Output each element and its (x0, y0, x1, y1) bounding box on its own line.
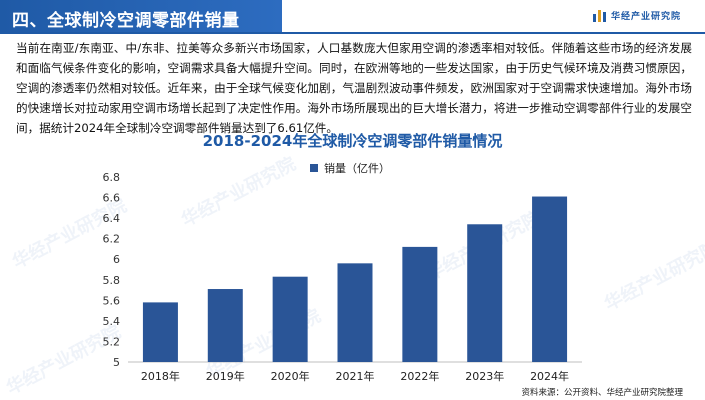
x-tick-label: 2020年 (271, 369, 310, 383)
page-title: 四、全球制冷空调零部件销量 (12, 11, 240, 31)
page-header: 四、全球制冷空调零部件销量 华经产业研究院 (0, 0, 705, 34)
chart-title: 2018-2024年全球制冷空调零部件销量情况 (202, 132, 503, 150)
body-paragraph: 当前在南亚/东南亚、中/东非、拉美等众多新兴市场国家，人口基数庞大但家用空调的渗… (16, 41, 692, 135)
y-tick-label: 6.4 (103, 212, 121, 225)
bar (207, 289, 243, 362)
header-bar (0, 0, 282, 34)
bar (467, 224, 503, 362)
y-tick-label: 6.2 (103, 233, 121, 246)
brand-bars-icon (592, 9, 606, 22)
header-divider (0, 32, 705, 34)
bar (337, 263, 373, 362)
x-tick-label: 2022年 (400, 369, 439, 383)
x-tick-label: 2021年 (336, 369, 375, 383)
y-tick-label: 5.8 (103, 274, 121, 287)
bar (532, 196, 568, 362)
y-tick-label: 6.6 (103, 192, 121, 205)
source-note: 资料来源：公开资料、华经产业研究院整理 (521, 388, 683, 398)
x-tick-label: 2018年 (141, 369, 180, 383)
x-tick-label: 2023年 (465, 369, 504, 383)
y-tick-label: 5 (113, 356, 120, 369)
brand-logo: 华经产业研究院 (592, 9, 681, 22)
y-tick-label: 5.2 (103, 335, 121, 348)
y-tick-label: 6 (113, 253, 120, 266)
legend-swatch (310, 164, 318, 172)
x-tick-label: 2019年 (206, 369, 245, 383)
x-tick-label: 2024年 (530, 369, 569, 383)
bar (272, 276, 308, 362)
y-tick-label: 5.6 (103, 294, 121, 307)
y-tick-label: 5.4 (103, 315, 121, 328)
y-tick-label: 6.8 (103, 171, 121, 184)
brand-name: 华经产业研究院 (610, 12, 681, 22)
bar (402, 246, 438, 362)
chart-legend: 销量（亿件） (310, 160, 390, 176)
legend-label: 销量（亿件） (324, 162, 390, 175)
bar (142, 302, 178, 362)
